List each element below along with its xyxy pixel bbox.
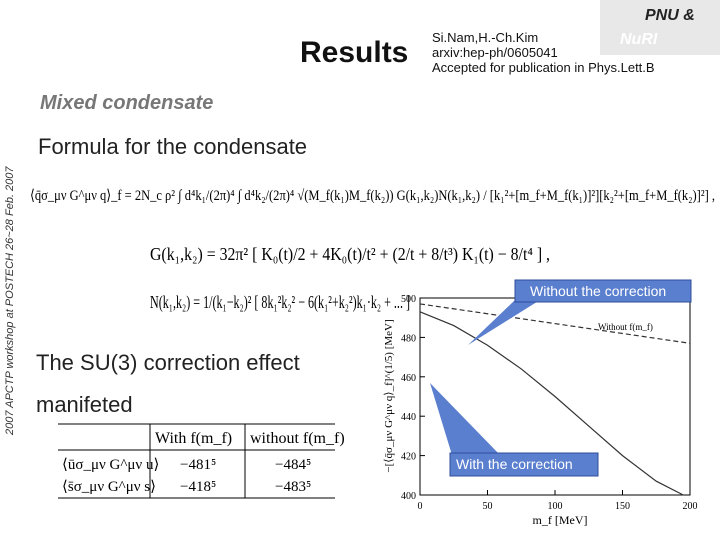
arxiv: arxiv:hep-ph/0605041 — [432, 45, 558, 60]
x-label: m_f [MeV] — [533, 513, 588, 527]
table-cell: ⟨ūσ_μν G^μν u⟩ — [62, 457, 159, 473]
legend-label: Without f(m_f) — [598, 322, 653, 332]
heading: Formula for the condensate — [38, 134, 307, 159]
table-header: without f(m_f) — [250, 430, 345, 447]
callout — [514, 279, 692, 303]
section: Mixed condensate — [40, 92, 213, 114]
y-tick-label: 400 — [401, 491, 416, 502]
formula: N(k₁,k₂) = 1/(k₁−k₂)² [ 8k₁²k₂² − 6(k₁²+… — [150, 292, 410, 313]
org: NuRI — [620, 31, 658, 48]
y-tick-label: 440 — [401, 412, 416, 423]
callout — [449, 452, 599, 477]
formula: G(k₁,k₂) = 32π² [ K₀(t)/2 + 4K₀(t)/t² + … — [150, 244, 550, 265]
org: PNU & — [645, 7, 695, 24]
x-tick-label: 50 — [483, 501, 493, 512]
table-cell: −481⁵ — [180, 457, 216, 473]
line — [419, 303, 691, 344]
table-cell: ⟨s̄σ_μν G^μν s⟩ — [62, 479, 156, 495]
x-tick-label: 150 — [615, 501, 630, 512]
authors: Si.Nam,H.-Ch.Kim — [432, 30, 538, 45]
callout-text: With the correction — [456, 456, 573, 472]
table-cell: −418⁵ — [180, 479, 216, 495]
table-header: With f(m_f) — [155, 430, 232, 447]
formula: ⟨q̄σ_μν G^μν q⟩_f = 2N_c ρ² ∫ d⁴k₁/(2π)⁴… — [30, 188, 715, 204]
callout-pointer — [468, 300, 540, 345]
plot: 0 50 100 150 200 400 420 440 460 480 500 m_f [MeV] −… — [383, 294, 698, 527]
line — [419, 311, 684, 496]
y-tick-label: 480 — [401, 333, 416, 344]
callout-pointer — [430, 383, 500, 455]
callout-text: Without the correction — [530, 283, 666, 299]
logo-box — [600, 0, 720, 55]
x-tick-label: 100 — [548, 501, 563, 512]
status: Accepted for publication in Phys.Lett.B — [432, 60, 655, 75]
table-cell: −484⁵ — [275, 457, 311, 473]
su3-text: manifeted — [36, 392, 133, 417]
y-tick-label: 500 — [401, 294, 416, 305]
table-cell: −483⁵ — [275, 479, 311, 495]
title: Results — [300, 36, 408, 69]
x-tick-label: 200 — [683, 501, 698, 512]
y-tick-label: 460 — [401, 373, 416, 384]
table: With f(m_f) without f(m_f) ⟨ūσ_μν G^μν u… — [58, 423, 345, 499]
y-label: −[⟨q̄σ_μν G^μν q⟩_f]^(1/5) [MeV] — [383, 319, 395, 472]
side-note: 2007 APCTP workshop at POSTECH 26~28 Feb… — [4, 166, 16, 436]
y-tick-label: 420 — [401, 452, 416, 463]
su3-text: The SU(3) correction effect — [36, 350, 300, 375]
x-tick-label: 0 — [418, 501, 423, 512]
